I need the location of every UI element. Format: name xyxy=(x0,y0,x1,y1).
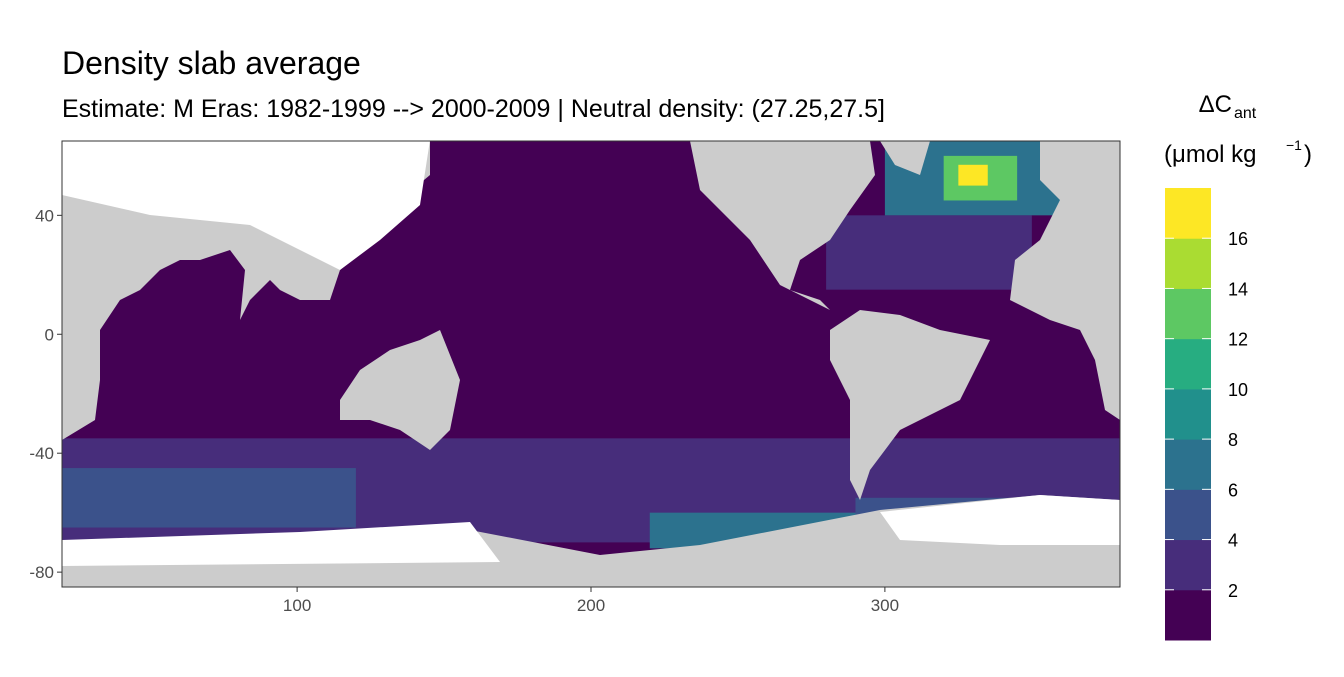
legend-title: ΔC xyxy=(1199,91,1232,118)
ice-shelf xyxy=(62,522,500,566)
legend-swatch xyxy=(1165,238,1211,289)
x-tick-label: 200 xyxy=(577,596,605,615)
greenland xyxy=(880,141,930,175)
y-tick-label: 0 xyxy=(45,325,54,344)
legend-swatch xyxy=(1165,489,1211,541)
legend-tick-label: 16 xyxy=(1228,229,1248,249)
legend-tick-label: 12 xyxy=(1228,330,1248,350)
legend-swatch xyxy=(1165,288,1211,340)
legend-swatch xyxy=(1165,539,1211,591)
legend-tick-label: 8 xyxy=(1228,430,1238,450)
antarctica xyxy=(62,495,1120,587)
x-tick-label: 100 xyxy=(283,596,311,615)
australia xyxy=(340,330,460,450)
legend-tick-label: 6 xyxy=(1228,480,1238,500)
legend-swatch xyxy=(1165,338,1211,390)
legend-swatch xyxy=(1165,439,1211,490)
cell xyxy=(826,215,1032,290)
south-america xyxy=(830,310,990,500)
cell xyxy=(958,164,988,186)
ice-shelf xyxy=(62,140,430,270)
legend-swatch xyxy=(1165,589,1211,641)
legend-tick-label: 10 xyxy=(1228,380,1248,400)
legend-tick-label: 14 xyxy=(1228,279,1248,299)
legend-swatch xyxy=(1165,188,1211,239)
y-tick-label: 40 xyxy=(35,206,54,225)
x-tick-label: 300 xyxy=(871,596,899,615)
chart-title: Density slab average xyxy=(62,45,361,81)
ice xyxy=(62,140,1120,566)
y-tick-label: -80 xyxy=(29,563,54,582)
legend-unit-sup: −1 xyxy=(1286,137,1302,153)
legend-swatch xyxy=(1165,388,1211,440)
north-america xyxy=(690,141,875,325)
y-tick-label: -40 xyxy=(29,444,54,463)
legend-tick-label: 4 xyxy=(1228,531,1238,551)
legend-unit: (μmol kg xyxy=(1164,141,1257,168)
legend: 2 4 6 8 10 12 14 16 xyxy=(1165,188,1248,641)
legend-unit-end: ) xyxy=(1304,141,1312,168)
ice-shelf xyxy=(880,495,1120,545)
chart-subtitle: Estimate: M Eras: 1982-1999 --> 2000-200… xyxy=(62,95,885,123)
legend-tick-label: 2 xyxy=(1228,581,1238,601)
europe-africa xyxy=(1010,141,1120,420)
cell xyxy=(62,468,356,528)
legend-title-sub: ant xyxy=(1234,105,1257,122)
